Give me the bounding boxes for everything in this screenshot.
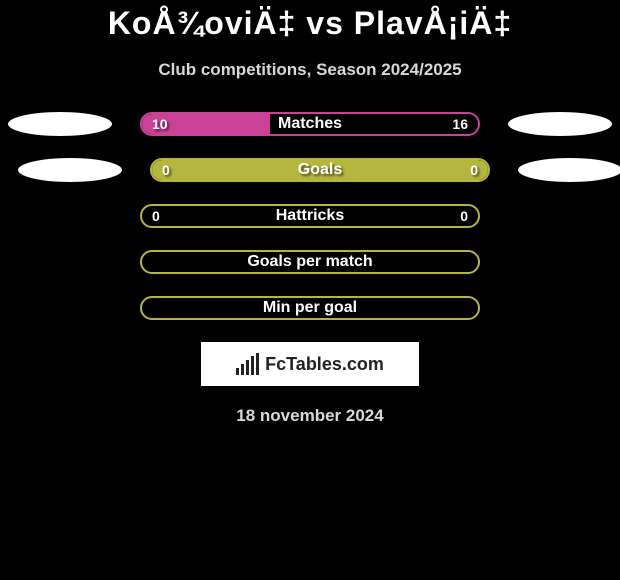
spacer: [8, 204, 112, 228]
spacer: [508, 296, 612, 320]
spacer: [508, 204, 612, 228]
stat-row: 10 Matches 16: [0, 112, 620, 136]
stat-row: Goals per match: [0, 250, 620, 274]
subtitle: Club competitions, Season 2024/2025: [0, 60, 620, 80]
spacer: [8, 296, 112, 320]
spacer: [8, 250, 112, 274]
stat-rows: 10 Matches 16 0 Goals 0 0 Hattricks 0 Goals per m…: [0, 112, 620, 320]
stat-bar: Min per goal: [140, 296, 480, 320]
page-title: KoÅ¾oviÄ‡ vs PlavÅ¡iÄ‡: [0, 5, 620, 42]
stat-value-right: 0: [460, 208, 468, 224]
stat-bar: 0 Hattricks 0: [140, 204, 480, 228]
comparison-widget: KoÅ¾oviÄ‡ vs PlavÅ¡iÄ‡ Club competitions…: [0, 0, 620, 426]
stat-label: Matches: [278, 115, 342, 133]
stat-label: Min per goal: [263, 299, 357, 317]
stat-row: 0 Hattricks 0: [0, 204, 620, 228]
player-ellipse-right: [518, 158, 620, 182]
stat-bar: 10 Matches 16: [140, 112, 480, 136]
stat-row: 0 Goals 0: [0, 158, 620, 182]
stat-bar: Goals per match: [140, 250, 480, 274]
stat-value-right: 0: [470, 162, 478, 178]
bars-icon: [236, 353, 259, 375]
stat-row: Min per goal: [0, 296, 620, 320]
stat-label: Goals: [298, 161, 342, 179]
player-ellipse-left: [8, 112, 112, 136]
stat-bar: 0 Goals 0: [150, 158, 490, 182]
stat-label: Goals per match: [247, 253, 372, 271]
stat-value-left: 10: [152, 116, 168, 132]
player-ellipse-right: [508, 112, 612, 136]
logo-box[interactable]: FcTables.com: [201, 342, 419, 386]
stat-label: Hattricks: [276, 207, 344, 225]
stat-value-left: 0: [152, 208, 160, 224]
stat-value-left: 0: [162, 162, 170, 178]
logo-text: FcTables.com: [265, 354, 384, 375]
date-label: 18 november 2024: [0, 406, 620, 426]
player-ellipse-left: [18, 158, 122, 182]
spacer: [508, 250, 612, 274]
stat-value-right: 16: [452, 116, 468, 132]
